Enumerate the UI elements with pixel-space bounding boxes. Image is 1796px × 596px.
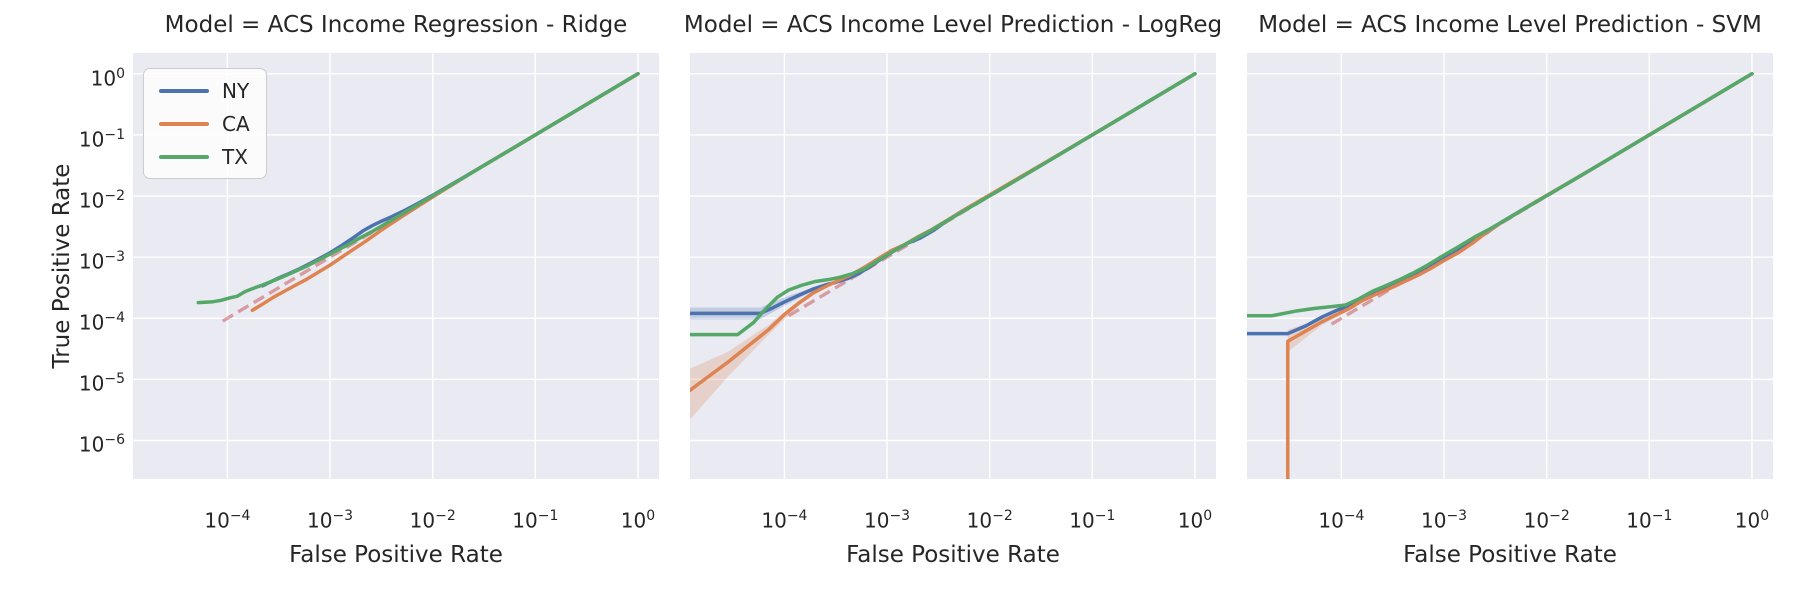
legend-item-tx: TX: [144, 145, 266, 169]
legend: NY CA TX: [143, 68, 267, 179]
legend-label: CA: [222, 111, 250, 136]
legend-line-swatch-ca: [159, 121, 209, 126]
x-tick-label: 10−2: [409, 508, 456, 533]
x-axis-label: False Positive Rate: [289, 542, 503, 568]
x-tick-label: 100: [620, 508, 656, 533]
facet-panel-ridge: Model = ACS Income Regression - Ridge Fa…: [133, 0, 659, 596]
x-tick-label: 10−2: [1523, 508, 1570, 533]
x-tick-label: 10−2: [966, 508, 1013, 533]
axes-background: [1247, 53, 1773, 479]
plot-content: [196, 72, 640, 323]
y-tick-label: 10−2: [78, 188, 125, 213]
y-tick-label: 10−5: [78, 371, 125, 397]
plot-content: [690, 72, 1197, 420]
series-line-tx: [690, 72, 1197, 337]
x-tick-label: 10−3: [307, 508, 354, 533]
x-tick-label: 10−3: [1421, 508, 1468, 533]
x-axis-label: False Positive Rate: [846, 542, 1060, 568]
panel-title: Model = ACS Income Regression - Ridge: [164, 12, 628, 38]
x-tick-label: 10−4: [761, 508, 808, 533]
y-tick-label: 10−6: [78, 432, 125, 458]
x-tick-label: 10−1: [1626, 508, 1673, 533]
panel-title: Model = ACS Income Level Prediction - Lo…: [683, 12, 1223, 38]
legend-line-swatch-ny: [159, 88, 209, 93]
gridlines: [133, 53, 659, 479]
roc-plot-svm: [1247, 53, 1773, 479]
ci-band-ny: [690, 287, 814, 320]
facet-panel-logreg: Model = ACS Income Level Prediction - Lo…: [684, 0, 1222, 596]
x-tick-label: 10−1: [1069, 508, 1116, 533]
y-tick-label: 10−1: [78, 126, 125, 152]
series-line-tx: [196, 72, 640, 305]
gridlines: [1247, 53, 1773, 479]
x-tick-label: 10−1: [512, 508, 559, 533]
axes-background: [690, 53, 1216, 479]
y-tick-label: 10−4: [78, 310, 125, 335]
x-tick-label: 100: [1734, 508, 1770, 533]
plot-content: [1247, 72, 1754, 479]
legend-line-swatch-tx: [159, 154, 209, 159]
y-tick-label: 10−3: [78, 249, 125, 274]
legend-label: TX: [222, 144, 248, 169]
panel-title: Model = ACS Income Level Prediction - SV…: [1258, 12, 1762, 38]
x-tick-label: 100: [1177, 508, 1213, 533]
legend-item-ny: NY: [144, 79, 266, 103]
legend-item-ca: CA: [144, 112, 266, 136]
x-tick-label: 10−4: [1318, 508, 1365, 533]
x-axis-label: False Positive Rate: [1403, 542, 1617, 568]
gridlines: [690, 53, 1216, 479]
x-tick-label: 10−4: [204, 508, 251, 533]
facet-panel-svm: Model = ACS Income Level Prediction - SV…: [1247, 0, 1773, 596]
roc-plot-logreg: [690, 53, 1216, 479]
series-line-tx: [1247, 72, 1754, 318]
y-tick-label: 100: [90, 65, 125, 91]
legend-label: NY: [222, 78, 250, 103]
x-tick-label: 10−3: [864, 508, 911, 533]
